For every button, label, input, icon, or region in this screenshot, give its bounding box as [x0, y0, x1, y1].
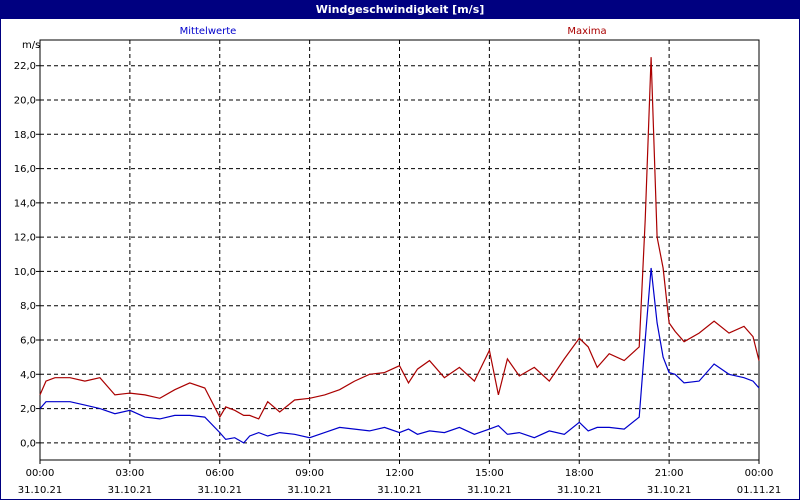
x-tick-time-label: 18:00: [565, 468, 594, 479]
x-tick-date-label: 31.10.21: [18, 485, 63, 496]
x-tick-time-label: 15:00: [475, 468, 504, 479]
legend-mittelwerte: Mittelwerte: [180, 26, 237, 37]
x-tick-date-label: 31.10.21: [377, 485, 422, 496]
y-tick-label: 4,0: [20, 370, 36, 381]
series-line-mittelwerte: [39, 267, 760, 444]
y-tick-label: 12,0: [14, 233, 36, 244]
y-axis-unit-label: m/s: [22, 40, 40, 51]
x-tick-date-label: 31.10.21: [287, 485, 332, 496]
y-tick-label: 10,0: [14, 267, 36, 278]
y-tick-label: 20,0: [14, 96, 36, 107]
y-tick-label: 0,0: [20, 438, 36, 449]
x-tick-date-label: 31.10.21: [557, 485, 602, 496]
x-tick-date-label: 31.10.21: [467, 485, 512, 496]
y-tick-label: 8,0: [20, 301, 36, 312]
x-tick-time-label: 12:00: [385, 468, 414, 479]
x-tick-date-label: 31.10.21: [197, 485, 242, 496]
x-tick-date-label: 31.10.21: [647, 485, 692, 496]
x-tick-time-label: 21:00: [655, 468, 684, 479]
y-tick-label: 18,0: [14, 130, 36, 141]
x-tick-time-label: 09:00: [295, 468, 324, 479]
y-tick-label: 2,0: [20, 404, 36, 415]
y-tick-label: 14,0: [14, 198, 36, 209]
window-title: Windgeschwindigkeit [m/s]: [1, 1, 799, 19]
x-tick-time-label: 03:00: [115, 468, 144, 479]
legend-maxima: Maxima: [567, 26, 606, 37]
series-line-maxima: [39, 57, 760, 420]
x-tick-time-label: 00:00: [745, 468, 774, 479]
x-tick-date-label: 31.10.21: [108, 485, 153, 496]
y-tick-label: 16,0: [14, 164, 36, 175]
x-tick-time-label: 06:00: [205, 468, 234, 479]
y-tick-label: 22,0: [14, 61, 36, 72]
x-tick-date-label: 01.11.21: [737, 485, 782, 496]
y-tick-label: 6,0: [20, 336, 36, 347]
x-tick-time-label: 00:00: [26, 468, 55, 479]
